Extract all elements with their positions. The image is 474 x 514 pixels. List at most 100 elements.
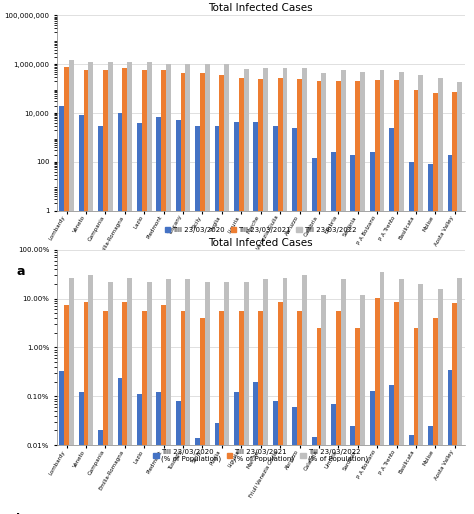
Bar — [302, 276, 307, 514]
Bar — [103, 311, 108, 514]
Bar — [64, 67, 69, 514]
Bar — [409, 162, 413, 514]
Bar — [428, 164, 433, 514]
Bar — [234, 392, 239, 514]
Bar — [263, 68, 268, 514]
Bar — [317, 81, 321, 514]
Bar — [350, 426, 356, 514]
Bar — [438, 289, 443, 514]
Bar — [433, 318, 438, 514]
Bar — [200, 72, 205, 514]
Legend: Till 23/03/2020, Till 23/03/2021, Till 23/03/2022: Till 23/03/2020, Till 23/03/2021, Till 2… — [165, 227, 356, 233]
Bar — [283, 278, 287, 514]
Bar — [375, 80, 380, 514]
Bar — [176, 401, 181, 514]
Bar — [166, 279, 171, 514]
Bar — [341, 279, 346, 514]
Bar — [375, 298, 380, 514]
Bar — [283, 68, 287, 514]
Bar — [239, 311, 244, 514]
Bar — [457, 278, 462, 514]
Bar — [278, 302, 283, 514]
Bar — [350, 155, 356, 514]
Bar — [98, 430, 103, 514]
Bar — [370, 391, 375, 514]
Bar — [302, 68, 307, 514]
Bar — [380, 272, 384, 514]
Bar — [118, 378, 122, 514]
Bar — [380, 70, 384, 514]
Bar — [156, 392, 161, 514]
Bar — [127, 62, 132, 514]
Bar — [69, 60, 74, 514]
Bar — [317, 328, 321, 514]
Bar — [185, 279, 191, 514]
Bar — [79, 116, 83, 514]
Bar — [311, 436, 317, 514]
Bar — [311, 158, 317, 514]
Bar — [331, 152, 336, 514]
Bar — [161, 70, 166, 514]
Bar — [205, 282, 210, 514]
Bar — [254, 381, 258, 514]
Bar — [389, 128, 394, 514]
Bar — [69, 278, 74, 514]
Bar — [127, 278, 132, 514]
Bar — [185, 64, 191, 514]
Bar — [447, 155, 452, 514]
Bar — [297, 79, 302, 514]
Bar — [452, 91, 457, 514]
Bar — [389, 385, 394, 514]
Bar — [146, 62, 152, 514]
Bar — [399, 279, 404, 514]
Bar — [108, 282, 113, 514]
Bar — [205, 64, 210, 514]
Bar — [181, 72, 185, 514]
Bar — [409, 435, 413, 514]
Bar — [79, 392, 83, 514]
Bar — [399, 72, 404, 514]
Bar — [321, 295, 326, 514]
Bar — [142, 70, 146, 514]
Bar — [89, 62, 93, 514]
Bar — [321, 72, 326, 514]
Bar — [360, 71, 365, 514]
Bar — [341, 70, 346, 514]
Bar — [219, 76, 224, 514]
Bar — [360, 295, 365, 514]
Bar — [181, 311, 185, 514]
Bar — [176, 120, 181, 514]
Bar — [413, 90, 419, 514]
Bar — [278, 78, 283, 514]
Bar — [419, 284, 423, 514]
Bar — [103, 70, 108, 514]
Bar — [239, 78, 244, 514]
Bar — [118, 113, 122, 514]
Bar — [83, 302, 89, 514]
Bar — [419, 75, 423, 514]
Bar — [142, 311, 146, 514]
Bar — [394, 302, 399, 514]
Bar — [64, 305, 69, 514]
Bar — [59, 371, 64, 514]
Bar — [156, 117, 161, 514]
Bar — [273, 401, 278, 514]
Bar — [122, 68, 127, 514]
Bar — [428, 426, 433, 514]
Bar — [146, 282, 152, 514]
Bar — [161, 305, 166, 514]
Bar — [394, 80, 399, 514]
Bar — [292, 128, 297, 514]
Bar — [244, 69, 248, 514]
Bar — [433, 93, 438, 514]
Bar — [292, 407, 297, 514]
Bar — [137, 394, 142, 514]
Bar — [331, 404, 336, 514]
Bar — [108, 62, 113, 514]
Bar — [98, 126, 103, 514]
Bar — [195, 126, 200, 514]
Bar — [224, 282, 229, 514]
Bar — [200, 318, 205, 514]
Bar — [224, 64, 229, 514]
Bar — [215, 424, 219, 514]
